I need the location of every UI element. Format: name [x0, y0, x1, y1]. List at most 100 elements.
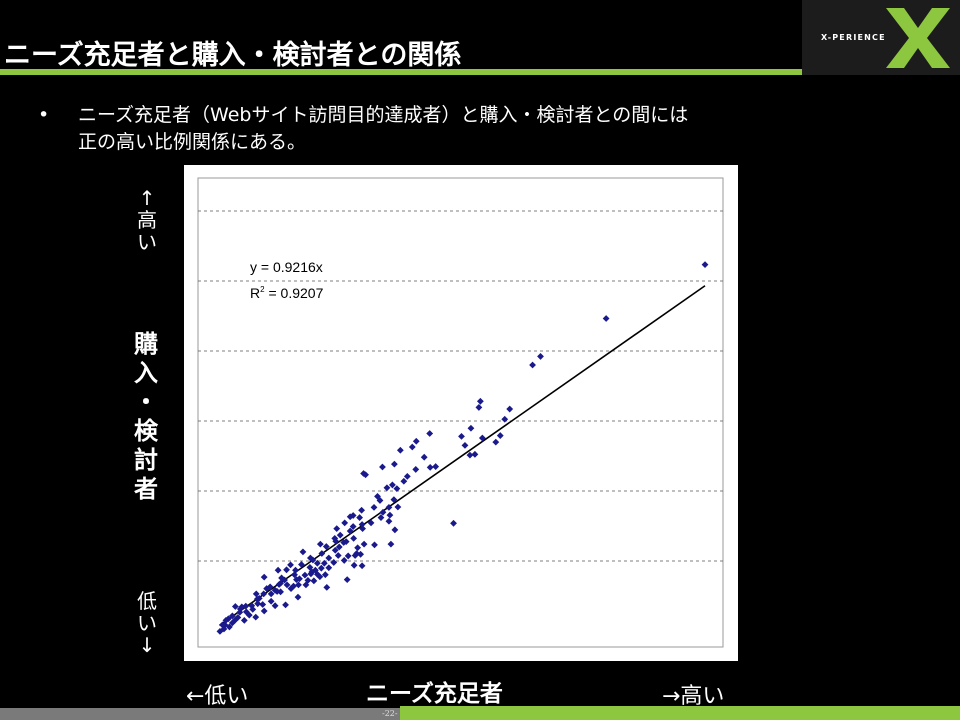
scatter-point [334, 552, 342, 559]
scatter-point [362, 471, 369, 479]
scatter-chart: y = 0.9216x R2 = 0.9207 [197, 177, 724, 648]
scatter-point [420, 453, 428, 461]
scatter-point [296, 575, 303, 583]
scatter-point [274, 566, 282, 574]
scatter-point [379, 463, 386, 471]
x-axis-low-label: ←低い [186, 684, 249, 709]
scatter-point [301, 571, 309, 579]
scatter-point [466, 451, 474, 459]
scatter-point [335, 543, 343, 551]
scatter-point [400, 477, 408, 485]
scatter-point [403, 472, 411, 480]
scatter-point [385, 517, 393, 525]
scatter-point [360, 540, 368, 548]
r-squared-exponent: 2 [260, 285, 265, 294]
scatter-point [358, 506, 365, 514]
r-squared-label: R2 = 0.9207 [250, 285, 324, 301]
scatter-point [475, 404, 483, 411]
scatter-point [450, 519, 457, 527]
scatter-point [356, 514, 364, 521]
scatter-point [354, 544, 362, 552]
scatter-point [332, 537, 340, 545]
scatter-point [602, 315, 610, 322]
scatter-point [336, 531, 344, 539]
y-axis-title: 購 入 ・ 検 討 者 [131, 330, 161, 504]
scatter-point [408, 443, 416, 451]
scatter-point [277, 579, 284, 587]
scatter-point [290, 582, 297, 590]
down-arrow-icon: ↓ [138, 633, 156, 657]
scatter-point [236, 605, 244, 613]
scatter-point [501, 415, 509, 423]
page-number: -22- [382, 709, 398, 718]
scatter-point [298, 561, 305, 568]
scatter-point [343, 576, 351, 583]
x-axis-high-label: →高い [662, 684, 725, 709]
y-title-char: 討 [134, 446, 158, 474]
y-high-char: い [137, 230, 157, 254]
y-high-char: 高 [137, 208, 157, 232]
scatter-point [386, 511, 394, 519]
scatter-point [492, 438, 500, 446]
r-squared-value: = 0.9207 [265, 285, 324, 301]
scatter-point [323, 583, 331, 591]
scatter-point [249, 605, 257, 613]
scatter-point [412, 437, 420, 445]
scatter-point [294, 593, 302, 601]
scatter-point [304, 577, 312, 584]
scatter-point [287, 585, 295, 592]
scatter-point [506, 405, 514, 413]
scatter-point [426, 463, 434, 471]
scatter-point [225, 623, 233, 631]
scatter-point [313, 559, 321, 567]
scatter-point [376, 497, 384, 504]
scatter-point [267, 590, 275, 598]
scatter-point [318, 550, 326, 557]
scatter-point [476, 397, 484, 405]
bullet-text: ニーズ充足者（Webサイト訪問目的達成者）と購入・検討者との間には 正の高い比例… [78, 102, 878, 156]
scatter-point [426, 430, 434, 437]
trend-line [218, 285, 706, 627]
scatter-point [219, 621, 226, 629]
x-axis-title: ニーズ充足者 [366, 681, 503, 707]
scatter-point [266, 583, 274, 591]
scatter-point [320, 559, 328, 567]
bullet-line-1: ニーズ充足者（Webサイト訪問目的達成者）と購入・検討者との間には [78, 104, 689, 126]
scatter-point [260, 590, 268, 598]
scatter-point [412, 466, 420, 473]
scatter-point [331, 534, 339, 542]
scatter-point [302, 581, 310, 589]
brand-logo: X-PERIENCE [802, 0, 960, 75]
scatter-point [359, 525, 366, 532]
x-mark-icon [886, 8, 950, 68]
scatter-point [263, 585, 271, 592]
y-title-char: 購 [134, 330, 158, 358]
y-low-char: 低 [137, 589, 157, 613]
scatter-point [344, 552, 352, 560]
scatter-point [341, 519, 349, 527]
scatter-point [278, 574, 285, 582]
scatter-point [349, 523, 357, 530]
title-underline [0, 69, 802, 75]
scatter-point [222, 616, 230, 624]
scatter-point [371, 541, 378, 549]
scatter-point [349, 512, 357, 519]
scatter-point [292, 566, 299, 574]
r-squared-prefix: R [250, 285, 260, 301]
scatter-point [370, 503, 378, 511]
scatter-point [461, 441, 469, 449]
scatter-point [299, 548, 307, 556]
scatter-point [701, 261, 709, 269]
scatter-point [252, 590, 260, 598]
scatter-point [295, 581, 302, 589]
scatter-point [377, 514, 385, 521]
scatter-point [350, 561, 358, 569]
scatter-point [306, 563, 314, 571]
scatter-point [307, 570, 315, 578]
scatter-point [394, 503, 402, 511]
scatter-point [391, 526, 399, 534]
y-title-char: 者 [134, 475, 158, 503]
scatter-point [340, 557, 348, 564]
scatter-point [393, 485, 401, 493]
scatter-point [271, 602, 279, 610]
